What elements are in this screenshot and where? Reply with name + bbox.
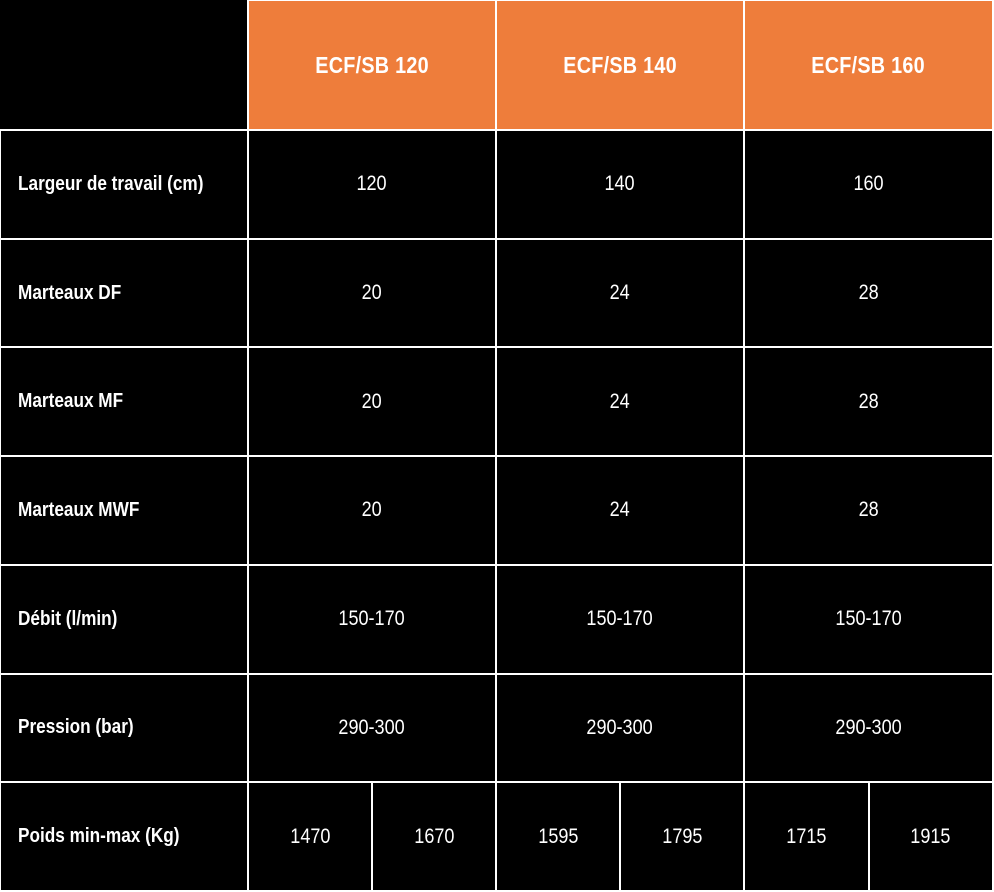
column-header-ecf-sb-140: ECF/SB 140 [497,0,745,131]
value-min: 1595 [497,783,621,890]
value-cell: 290-300 [249,674,497,784]
value-cell: 160 [745,131,994,240]
value-cell: 20 [249,348,497,458]
column-header-label: ECF/SB 120 [315,51,429,78]
value-min: 1715 [745,783,870,890]
value-cell: 290-300 [497,674,745,784]
column-header-ecf-sb-160: ECF/SB 160 [745,0,994,131]
value-cell: 20 [249,457,497,566]
value-cell: 150-170 [249,565,497,675]
value-cell: 120 [249,131,497,240]
value-cell: 24 [497,348,745,458]
column-header-label: ECF/SB 160 [811,51,926,78]
row-label-pression: Pression (bar) [0,674,249,784]
value-max: 1915 [910,824,951,848]
row-label-largeur: Largeur de travail (cm) [0,131,249,240]
column-header-ecf-sb-120: ECF/SB 120 [249,0,497,131]
value-cell-split: 1715 1915 [745,783,994,892]
value-cell: 150-170 [745,565,994,675]
value-max: 1670 [413,824,455,848]
row-label-poids: Poids min-max (Kg) [0,783,249,892]
value-cell: 28 [745,348,994,458]
row-label-debit: Débit (l/min) [0,565,249,675]
value-cell: 150-170 [497,565,745,675]
value-cell: 24 [497,457,745,566]
value-cell-split: 1470 1670 [249,783,497,892]
value-cell: 290-300 [745,674,994,784]
value-cell: 28 [745,239,994,349]
row-label-marteaux-mf: Marteaux MF [0,348,249,458]
value-min: 1470 [249,783,373,890]
row-label-marteaux-mwf: Marteaux MWF [0,457,249,566]
value-cell: 140 [497,131,745,240]
value-cell: 28 [745,457,994,566]
corner-cell [0,0,249,131]
column-header-label: ECF/SB 140 [563,51,677,78]
row-label-marteaux-df: Marteaux DF [0,239,249,349]
value-cell-split: 1595 1795 [497,783,745,892]
value-cell: 24 [497,239,745,349]
value-max: 1795 [661,824,703,848]
value-cell: 20 [249,239,497,349]
